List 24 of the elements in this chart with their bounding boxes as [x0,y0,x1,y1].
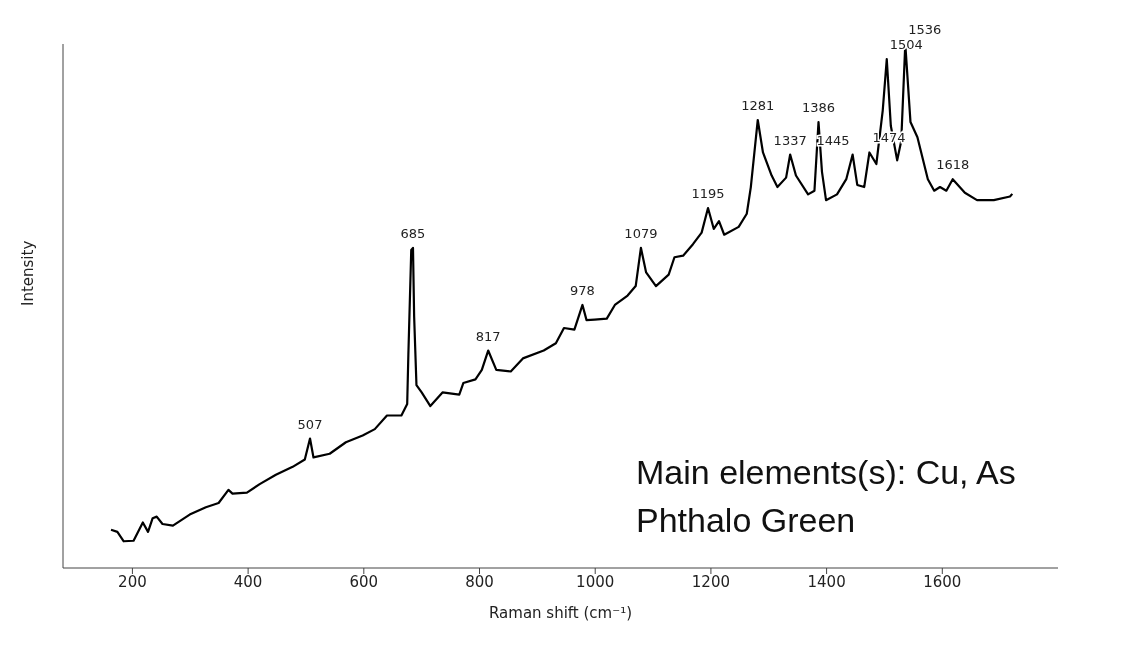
annotation: 1337 [773,132,807,148]
annotation: 1281 [741,97,775,113]
annotation: 1504 [889,37,923,53]
annotation: 685 [400,225,426,241]
x-tick-label: 800 [465,572,494,591]
annotation: 1618 [936,157,970,173]
annotation: 507 [297,416,323,432]
x-axis-title: Raman shift (cm⁻¹) [488,604,633,622]
annotation: 1079 [624,225,658,241]
annotation: Main elements(s): Cu, As [636,452,1016,493]
annotation: 1536 [908,22,942,37]
annotation: 1195 [691,186,725,202]
x-tick-label: 1000 [576,572,615,591]
annotation: 978 [570,282,595,298]
x-tick-label: 400 [233,572,263,591]
x-tick-label: 600 [349,572,379,591]
annotation: 1386 [801,100,836,116]
x-tick-label: 1200 [691,572,730,591]
annotation: 817 [475,328,501,344]
x-tick-label: 200 [118,572,147,591]
y-axis-title: Intensity [19,240,38,306]
x-tick-label: 1600 [923,572,962,591]
x-tick-label: 1400 [807,572,846,591]
annotation: Phthalo Green [636,500,857,541]
